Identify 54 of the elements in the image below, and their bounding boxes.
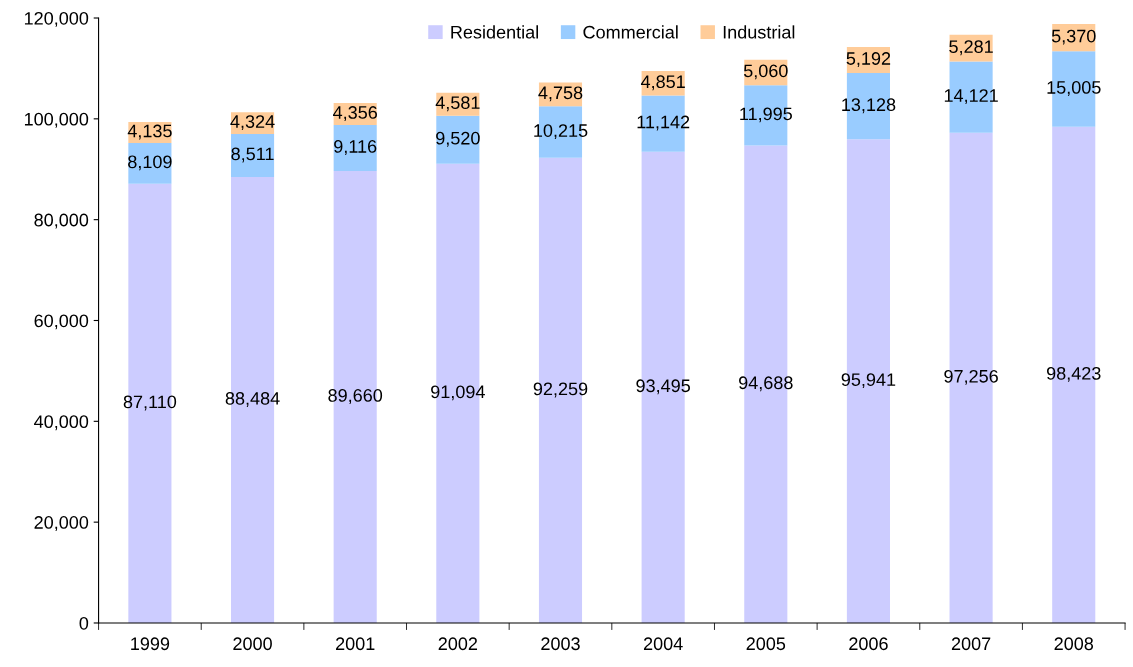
x-tick-label: 2006 [849, 637, 888, 651]
y-tick-label: 20,000 [34, 516, 89, 531]
x-tick-label: 2005 [746, 637, 786, 651]
data-label: 98,423 [1046, 366, 1101, 382]
y-tick-label: 80,000 [34, 213, 89, 229]
data-label: 88,484 [225, 392, 280, 407]
data-label: 4,135 [127, 124, 172, 140]
y-tick-label: 40,000 [34, 415, 89, 431]
data-label: 4,581 [435, 96, 480, 112]
y-tick-label: 60,000 [34, 314, 89, 330]
y-tick-label: 0 [79, 616, 89, 630]
x-tick-label: 2004 [643, 637, 683, 651]
data-label: 87,110 [123, 395, 177, 411]
data-label: 14,121 [944, 89, 998, 105]
data-label: 91,094 [431, 385, 485, 401]
bar [333, 125, 377, 171]
legend-label: Commercial [583, 25, 678, 39]
y-tick-label: 120,000 [24, 11, 89, 27]
y-tick-label: 100,000 [24, 112, 89, 128]
data-label: 11,995 [740, 107, 792, 123]
data-label: 9,116 [334, 140, 377, 155]
x-tick-label: 2000 [233, 637, 272, 651]
data-label: 4,324 [230, 115, 275, 131]
data-label: 97,256 [944, 369, 998, 385]
bar [436, 115, 480, 164]
data-label: 10,215 [534, 124, 588, 140]
bar [230, 133, 275, 177]
data-label: 5,370 [1051, 29, 1096, 45]
data-label: 5,060 [743, 64, 788, 80]
legend-label: Industrial [723, 25, 795, 39]
bar [128, 142, 172, 184]
data-label: 5,281 [949, 40, 993, 56]
data-label: 8,511 [231, 147, 274, 163]
data-label: 93,495 [636, 379, 690, 395]
data-label: 94,688 [739, 376, 793, 392]
data-label: 13,128 [842, 98, 896, 114]
legend-label: Residential [451, 25, 538, 39]
data-label: 4,851 [640, 75, 685, 91]
x-tick-label: 2001 [336, 637, 375, 651]
data-label: 89,660 [328, 389, 383, 404]
data-label: 15,005 [1047, 81, 1101, 96]
x-tick-label: 2008 [1054, 637, 1094, 651]
x-tick-label: 2003 [541, 637, 580, 651]
data-label: 95,941 [841, 373, 896, 389]
data-label: 11,142 [637, 115, 690, 131]
data-label: 4,356 [333, 106, 377, 122]
x-tick-label: 2002 [438, 637, 478, 651]
data-label: 4,758 [538, 86, 583, 102]
data-label: 5,192 [846, 52, 891, 68]
x-tick-label: 1999 [131, 637, 170, 651]
data-label: 9,520 [436, 131, 480, 147]
x-tick-label: 2007 [951, 637, 991, 651]
data-label: 8,109 [128, 155, 172, 171]
data-label: 92,259 [533, 382, 588, 398]
